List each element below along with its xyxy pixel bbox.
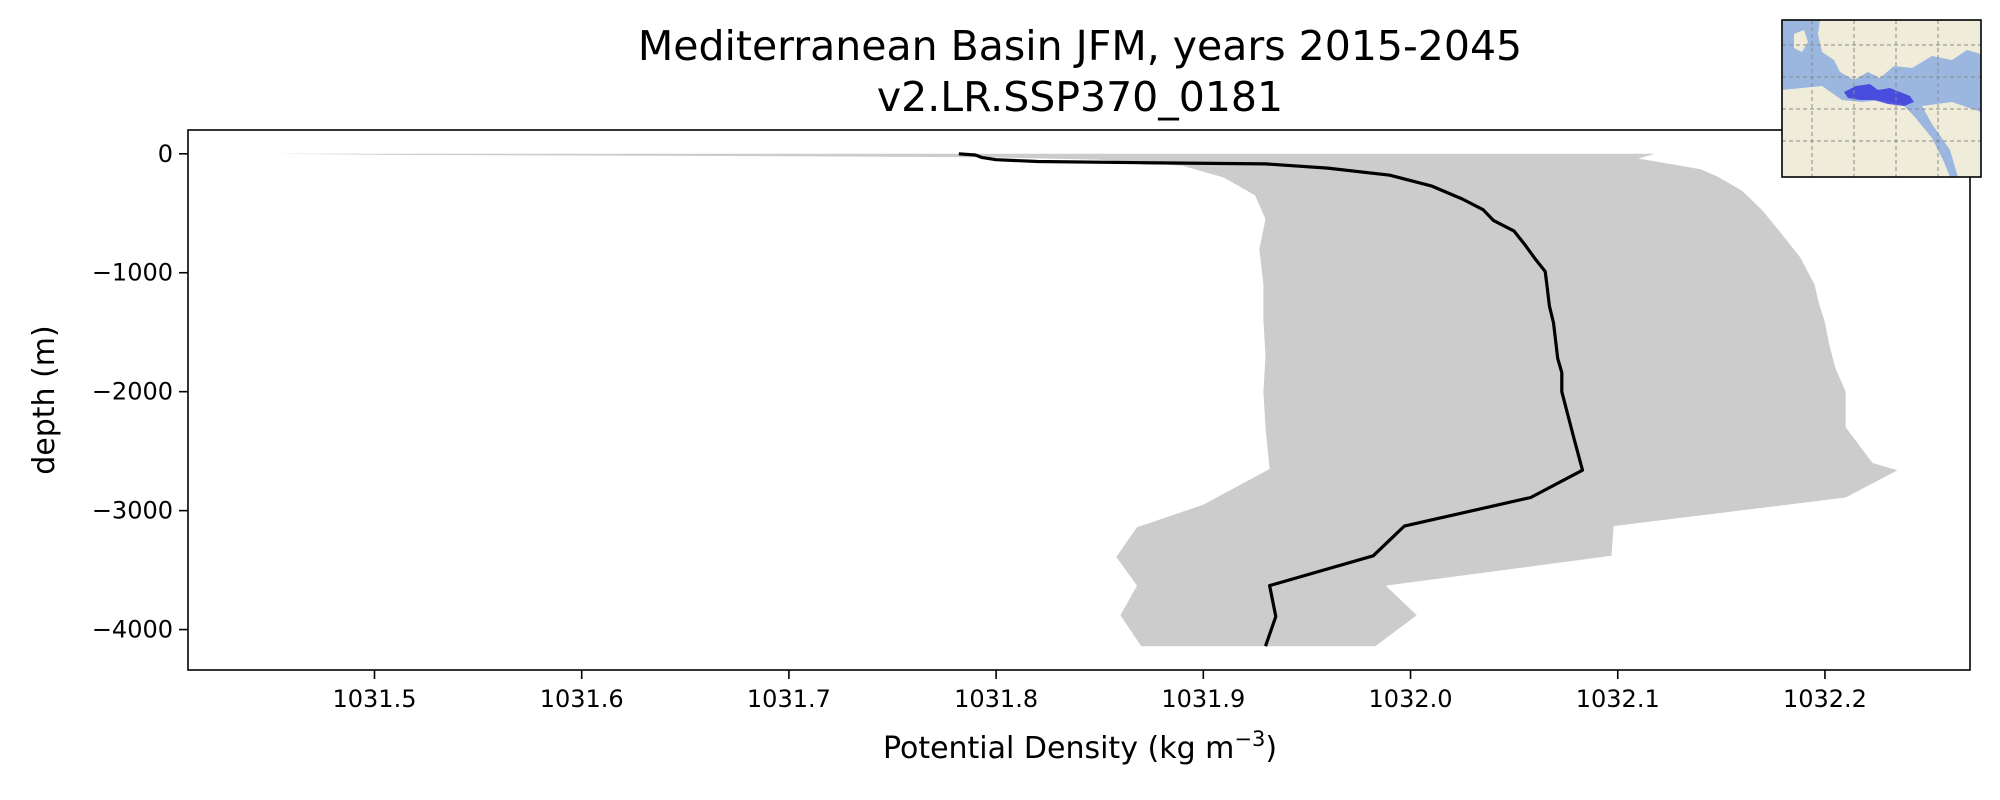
density-range-band [270, 153, 1898, 647]
y-tick-label: −3000 [92, 497, 173, 525]
plot-frame [187, 129, 1971, 671]
inset-land-europe [1818, 20, 1981, 80]
y-tick-label: −2000 [92, 378, 173, 406]
x-tick-label: 1032.0 [1369, 685, 1453, 713]
inset-land-britain [1794, 30, 1808, 52]
inset-map [1781, 19, 1982, 178]
inset-gridlines [1782, 20, 1981, 177]
x-axis: 1031.5 1031.6 1031.7 1031.8 1031.9 1032.0 1032… [332, 670, 1867, 713]
mean-density-line [958, 152, 1585, 647]
chart-subtitle: v2.LR.SSP370_0181 [877, 73, 1283, 121]
y-axis-label: depth (m) [27, 325, 62, 475]
x-tick-label: 1031.7 [747, 685, 831, 713]
x-tick-label: 1031.5 [332, 685, 416, 713]
y-axis: 0 −1000 −2000 −3000 −4000 [92, 140, 188, 644]
x-tick-label: 1031.9 [1161, 685, 1245, 713]
x-tick-label: 1031.8 [954, 685, 1038, 713]
y-tick-label: −4000 [92, 616, 173, 644]
inset-frame [1781, 19, 1982, 178]
y-tick-label: 0 [158, 140, 173, 168]
y-tick-label: −1000 [92, 259, 173, 287]
x-axis-label-suffix: ) [1265, 731, 1277, 766]
x-tick-label: 1031.6 [540, 685, 624, 713]
line-layer [958, 152, 1585, 647]
band-layer [270, 153, 1898, 647]
plot-area [187, 129, 1971, 671]
x-axis-label-superscript: −3 [1234, 727, 1265, 751]
inset-land-arabia [1922, 102, 1981, 177]
chart-title: Mediterranean Basin JFM, years 2015-2045 [638, 22, 1522, 70]
x-axis-label-main: Potential Density (kg m [883, 731, 1234, 766]
x-tick-label: 1032.1 [1576, 685, 1660, 713]
x-tick-label: 1032.2 [1783, 685, 1867, 713]
x-axis-label: Potential Density (kg m−3) [883, 727, 1277, 766]
